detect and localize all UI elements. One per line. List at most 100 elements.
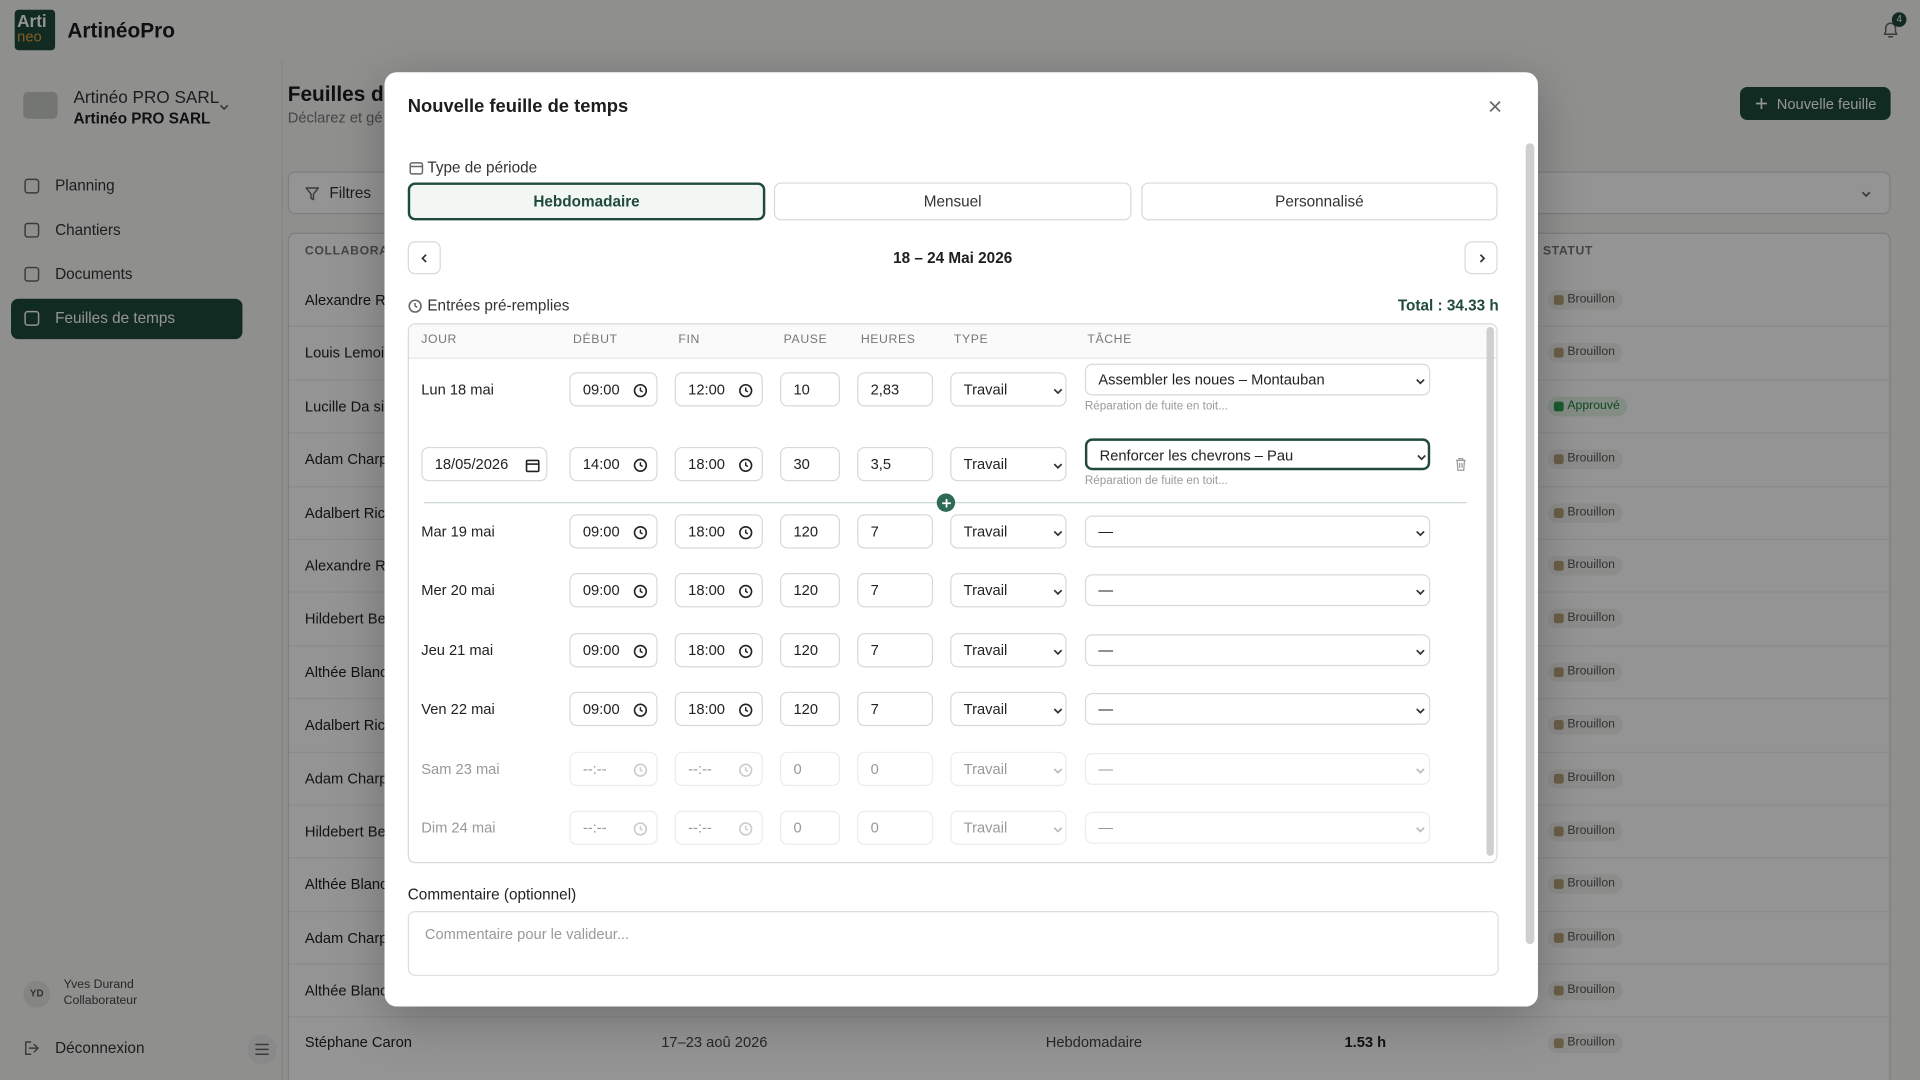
status-badge: Brouillon — [1547, 715, 1623, 735]
task-select[interactable]: — — [1084, 634, 1431, 667]
collaborator-name[interactable]: Stéphane Caron — [304, 1033, 412, 1051]
collaborator-name[interactable]: Adam Charp — [304, 450, 388, 468]
pause-input[interactable]: 120 — [780, 514, 840, 549]
status-dot — [1553, 932, 1564, 943]
start-time[interactable]: 09:00 — [569, 372, 658, 407]
logout[interactable]: Déconnexion — [55, 1039, 145, 1057]
icon-part — [1416, 530, 1425, 537]
collaborator-name[interactable]: Althée Blanc — [304, 875, 388, 894]
pause-input-value: 120 — [793, 581, 818, 599]
type-select-value: Travail — [963, 700, 1008, 718]
collaborator-name[interactable]: Adalbert Ric — [304, 716, 385, 734]
pause-input[interactable]: 120 — [780, 573, 840, 608]
end-time[interactable]: 18:00 — [674, 514, 763, 549]
chevron-icon — [1053, 649, 1063, 656]
add-row-button[interactable] — [936, 493, 956, 512]
filters-label[interactable]: Filtres — [329, 184, 372, 202]
task-select[interactable]: — — [1084, 574, 1431, 607]
type-select[interactable]: Travail — [950, 633, 1067, 668]
icon-part — [744, 462, 749, 468]
end-time[interactable]: 18:00 — [674, 633, 763, 668]
pause-input: 0 — [780, 810, 840, 845]
status-dot — [1553, 401, 1564, 412]
hours-input-value: 0 — [870, 819, 879, 837]
start-time: --:-- — [569, 810, 658, 845]
hours-input[interactable]: 7 — [857, 573, 934, 608]
chevron-icon — [1053, 827, 1063, 833]
status-dot — [1553, 720, 1564, 731]
type-select[interactable]: Travail — [950, 446, 1067, 482]
icon-part — [739, 458, 753, 472]
pause-input[interactable]: 120 — [780, 691, 840, 727]
type-select-value: Travail — [963, 760, 1008, 778]
icon-part — [1416, 589, 1425, 596]
hours-input[interactable]: 3,5 — [857, 446, 934, 482]
start-time-value: --:-- — [582, 760, 607, 778]
collaborator-name[interactable]: Althée Blanc — [304, 982, 388, 1000]
collaborator-name[interactable]: Hildebert Be — [304, 610, 386, 628]
status-badge: Brouillon — [1547, 768, 1623, 789]
start-time: --:-- — [569, 751, 658, 787]
task-select[interactable]: — — [1084, 693, 1431, 725]
type-select[interactable]: Travail — [950, 691, 1067, 727]
icon-part — [255, 1043, 269, 1056]
period-label: Type de période — [427, 158, 538, 177]
nav-item[interactable]: Planning — [55, 177, 115, 195]
prev-button[interactable] — [407, 241, 441, 275]
date-input[interactable]: 18/05/2026 — [421, 446, 548, 482]
task-select[interactable]: Renforcer les chevrons – Pau — [1084, 438, 1431, 471]
type-select[interactable]: Travail — [950, 372, 1067, 407]
nav-item[interactable]: Documents — [55, 265, 133, 283]
type-select[interactable]: Travail — [950, 514, 1067, 549]
start-time[interactable]: 09:00 — [569, 514, 658, 549]
start-time[interactable]: 09:00 — [569, 633, 658, 668]
hours-input-value: 3,5 — [870, 455, 892, 473]
hours-input[interactable]: 7 — [857, 514, 934, 549]
icon-part — [739, 525, 753, 540]
end-time[interactable]: 18:00 — [674, 446, 763, 482]
icon-part — [1416, 649, 1425, 656]
type-select-value: Travail — [963, 819, 1008, 837]
close-icon[interactable] — [1489, 100, 1501, 113]
collaborator-name[interactable]: Adam Charp — [304, 929, 388, 947]
pause-input[interactable]: 10 — [780, 372, 840, 407]
pause-input[interactable]: 30 — [780, 446, 840, 482]
hours-input[interactable]: 7 — [857, 633, 934, 668]
period-option[interactable]: Mensuel — [773, 182, 1132, 221]
period-option[interactable]: Personnalisé — [1141, 182, 1498, 221]
collaborator-name[interactable]: Hildebert Be — [304, 822, 386, 840]
type-select[interactable]: Travail — [950, 573, 1067, 608]
task-select[interactable]: Assembler les noues – Montauban — [1084, 363, 1431, 396]
collaborator-name[interactable]: Louis Lemoi — [304, 344, 385, 362]
icon-part — [739, 763, 753, 777]
start-time[interactable]: 14:00 — [569, 446, 658, 482]
pause-input[interactable]: 120 — [780, 633, 840, 668]
icon-part — [24, 222, 40, 238]
end-time[interactable]: 18:00 — [674, 691, 763, 727]
bell-icon[interactable] — [1881, 20, 1901, 40]
collaborator-name[interactable]: Alexandre R — [304, 557, 386, 575]
status-label: Brouillon — [1567, 505, 1616, 519]
next-button[interactable] — [1464, 241, 1498, 275]
end-time[interactable]: 18:00 — [674, 573, 763, 608]
pause-input-value: 120 — [793, 700, 818, 718]
collaborator-name[interactable]: Alexandre R — [304, 291, 386, 309]
collaborator-name[interactable]: Adalbert Ric — [304, 503, 385, 522]
comment-input[interactable]: Commentaire pour le valideur... — [407, 911, 1499, 976]
collaborator-name[interactable]: Adam Charp — [304, 769, 388, 787]
start-time[interactable]: 09:00 — [569, 573, 658, 608]
status-dot — [1553, 613, 1564, 624]
collaborator-name[interactable]: Lucille Da si — [304, 397, 385, 415]
start-time[interactable]: 09:00 — [569, 691, 658, 727]
end-time[interactable]: 12:00 — [674, 372, 763, 407]
collaborator-name[interactable]: Althée Blanc — [304, 663, 388, 681]
user-avatar: YD — [23, 980, 51, 1008]
task-select[interactable]: — — [1084, 515, 1431, 548]
nav-item[interactable]: Chantiers — [55, 221, 121, 239]
hours-input[interactable]: 7 — [857, 691, 934, 727]
delete-icon[interactable] — [1453, 457, 1468, 472]
new-sheet-button[interactable]: Nouvelle feuille — [1740, 86, 1891, 120]
hours-input[interactable]: 2,83 — [857, 372, 934, 407]
period-option[interactable]: Hebdomadaire — [407, 182, 766, 221]
nav-item[interactable]: Feuilles de temps — [55, 309, 176, 327]
